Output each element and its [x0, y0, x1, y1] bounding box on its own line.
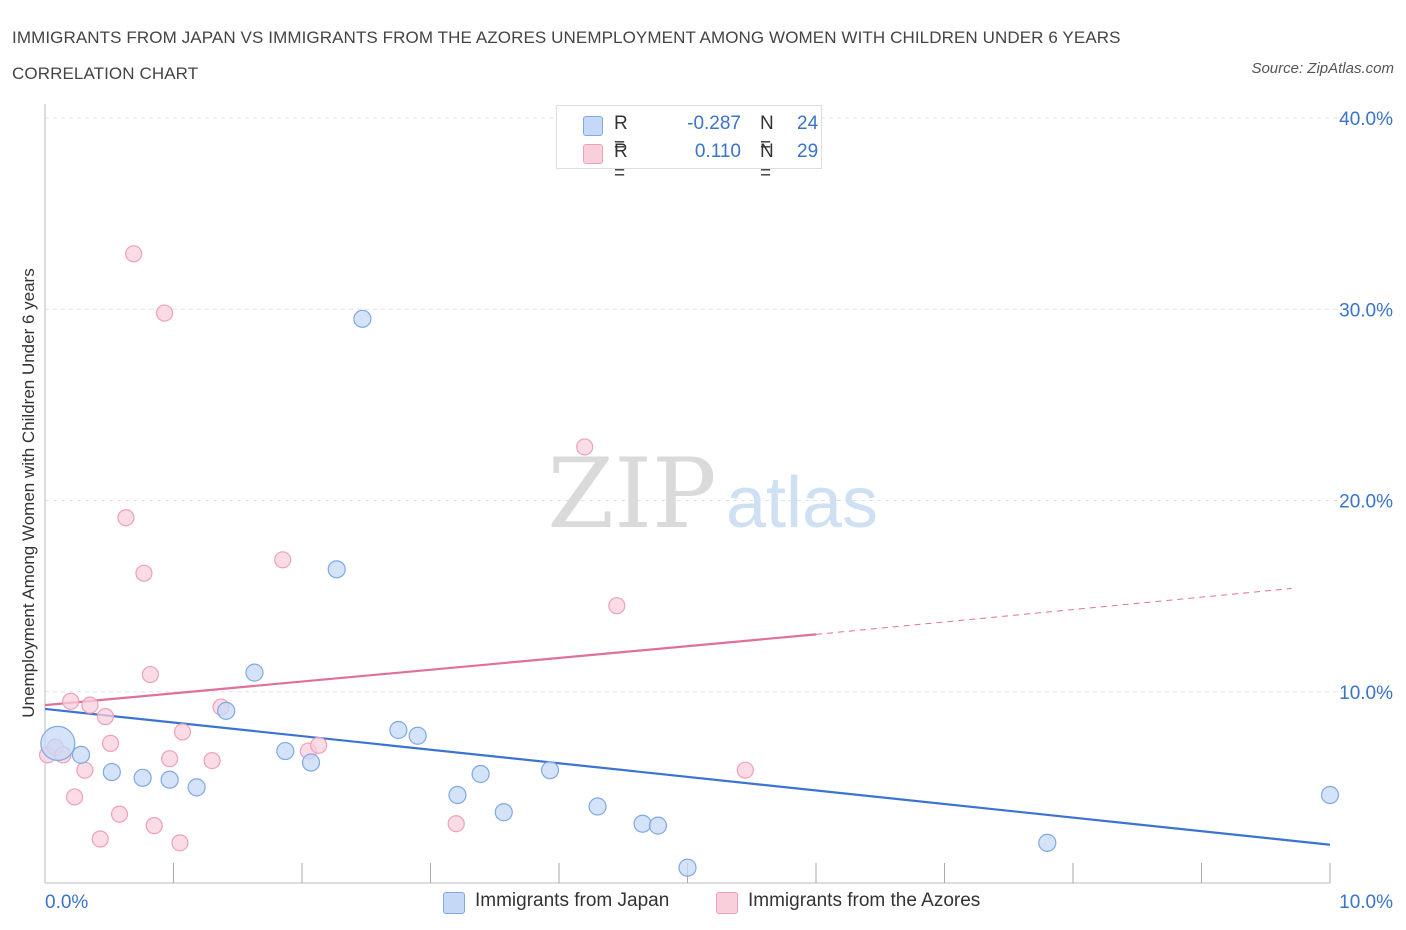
data-point-azores: [203, 751, 221, 770]
watermark: ZIP atlas: [547, 438, 878, 550]
data-point-azores: [91, 830, 109, 848]
data-point-azores: [310, 736, 328, 754]
data-point-azores: [125, 245, 143, 263]
data-point-japan: [1320, 785, 1340, 805]
data-point-azores: [62, 692, 80, 710]
data-point-azores: [171, 834, 189, 852]
data-point-azores: [155, 304, 174, 322]
legend-n-label: N =: [760, 141, 774, 184]
trend-lines: [44, 587, 1331, 846]
data-point-azores: [101, 734, 120, 752]
x-tick-label: 10.0%: [1339, 892, 1393, 913]
data-point-azores: [110, 805, 129, 823]
data-point-azores: [608, 597, 626, 615]
bottom-legend-swatch-japan: [443, 892, 465, 914]
watermark-atlas: atlas: [726, 463, 878, 543]
data-points: [38, 245, 1340, 877]
data-point-azores: [117, 509, 135, 527]
bottom-legend-swatch-azores: [716, 892, 738, 914]
data-point-azores: [141, 665, 159, 684]
y-tick-label: 40.0%: [1339, 109, 1393, 130]
watermark-zip: ZIP: [547, 438, 716, 550]
data-point-azores: [161, 750, 179, 768]
data-point-azores: [173, 723, 192, 741]
data-point-azores: [145, 817, 163, 835]
data-point-japan: [40, 725, 76, 761]
correlation-legend: R = -0.287 N = 24 R = 0.110 N = 29: [556, 105, 822, 184]
data-point-japan: [494, 803, 513, 822]
bottom-legend-label-azores: Immigrants from the Azores: [748, 890, 981, 911]
data-point-japan: [448, 785, 467, 805]
data-point-japan: [633, 814, 652, 833]
trendline-azores: [44, 633, 817, 707]
data-point-azores: [576, 438, 594, 456]
y-axis-label: Unemployment Among Women with Children U…: [19, 268, 38, 718]
y-tick-label: 20.0%: [1339, 492, 1393, 513]
data-point-azores: [76, 761, 94, 779]
data-point-japan: [160, 770, 179, 789]
tick-labels: 10.0% 20.0% 30.0% 40.0% 0.0% 10.0%: [45, 109, 1393, 913]
data-point-azores: [274, 551, 292, 569]
data-point-japan: [71, 745, 91, 764]
data-point-japan: [678, 858, 697, 877]
data-point-azores: [96, 708, 114, 726]
data-point-japan: [187, 778, 206, 797]
trendline-azores-extension: [815, 587, 1292, 635]
x-tick-label: 0.0%: [45, 892, 88, 913]
data-point-azores: [81, 696, 99, 714]
data-point-azores: [736, 761, 754, 779]
data-point-japan: [408, 726, 427, 745]
data-point-japan: [217, 701, 236, 720]
y-tick-label: 10.0%: [1339, 683, 1393, 704]
legend-swatch-azores: [583, 144, 603, 164]
data-point-japan: [471, 764, 490, 784]
data-point-japan: [648, 816, 668, 835]
chart-source: Source: ZipAtlas.com: [1251, 60, 1394, 77]
data-point-japan: [540, 761, 560, 780]
legend-r-label: R =: [614, 113, 628, 156]
grid-lines: [45, 117, 1390, 693]
data-point-japan: [133, 768, 152, 787]
legend-r-label: R =: [614, 141, 628, 184]
data-point-azores: [447, 815, 465, 833]
chart-title: IMMIGRANTS FROM JAPAN VS IMMIGRANTS FROM…: [12, 28, 1121, 83]
data-point-japan: [353, 309, 372, 328]
trendline-japan: [44, 707, 1331, 846]
data-point-japan: [276, 741, 295, 761]
data-point-japan: [301, 753, 321, 772]
data-point-japan: [245, 663, 264, 682]
data-point-japan: [327, 560, 346, 579]
data-point-azores: [65, 788, 84, 806]
legend-r-value: -0.287: [687, 113, 741, 134]
legend-n-value: 29: [797, 141, 819, 162]
data-point-azores: [135, 564, 153, 582]
bottom-legend-label-japan: Immigrants from Japan: [475, 890, 670, 911]
data-point-japan: [588, 797, 607, 816]
y-tick-label: 30.0%: [1339, 300, 1393, 321]
data-point-japan: [102, 762, 121, 782]
legend-n-value: 24: [797, 113, 819, 134]
legend-swatch-japan: [583, 116, 603, 136]
legend-n-label: N =: [760, 113, 774, 156]
data-point-japan: [389, 720, 408, 740]
legend-r-value: 0.110: [694, 141, 741, 162]
data-point-japan: [1038, 833, 1057, 852]
